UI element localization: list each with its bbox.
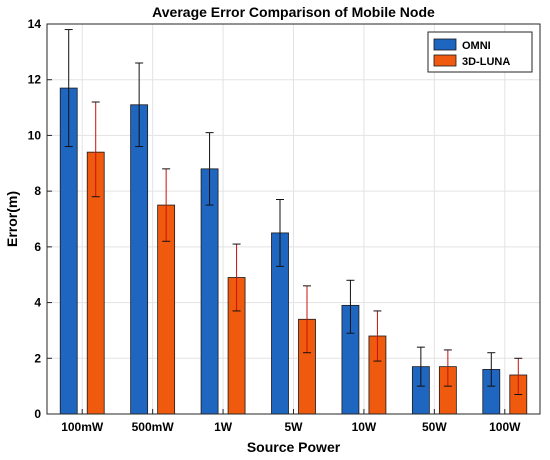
legend-label: OMNI [462, 40, 491, 52]
x-tick-label: 100mW [61, 420, 104, 434]
y-tick-label: 10 [28, 128, 42, 142]
y-axis-label: Error(m) [4, 191, 20, 247]
bar-omni [130, 104, 149, 415]
x-tick-label: 5W [285, 420, 304, 434]
x-tick-label: 10W [352, 420, 377, 434]
legend-label: 3D-LUNA [462, 56, 510, 68]
axis-ticks: 0 2 4 6 8 10 12 14 100mW 500mW 1W 5W 10W 50W 100W [28, 17, 521, 434]
legend-swatch [433, 54, 457, 67]
y-tick-label: 4 [34, 296, 41, 310]
y-tick-label: 2 [34, 351, 41, 365]
x-tick-label: 500mW [132, 420, 175, 434]
x-tick-label: 1W [214, 420, 233, 434]
legend-swatch [433, 38, 457, 51]
x-tick-label: 50W [422, 420, 447, 434]
y-tick-label: 0 [34, 407, 41, 421]
error-bars [64, 29, 523, 395]
legend: OMNI 3D-LUNA [427, 31, 533, 73]
y-tick-label: 8 [34, 184, 41, 198]
y-tick-label: 6 [34, 240, 41, 254]
bar-omni [200, 168, 219, 415]
x-tick-label: 100W [489, 420, 521, 434]
y-tick-label: 12 [28, 73, 42, 87]
chart-title: Average Error Comparison of Mobile Node [152, 4, 435, 20]
x-axis-label: Source Power [247, 439, 341, 455]
bars [59, 87, 528, 415]
y-tick-label: 14 [28, 17, 42, 31]
